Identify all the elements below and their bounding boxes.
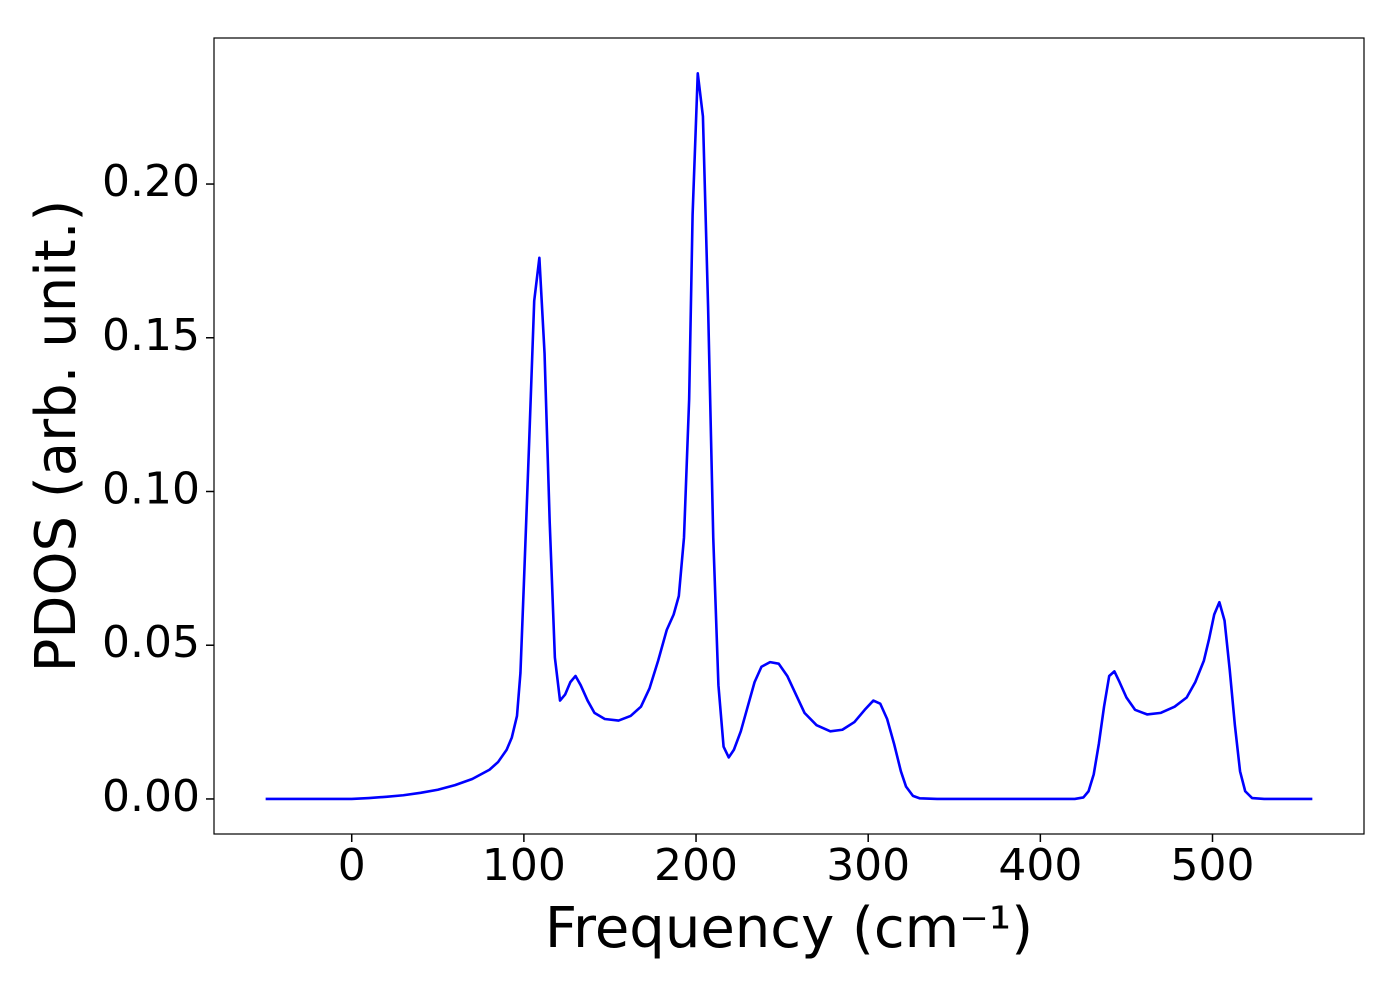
y-tick-label: 0.05 xyxy=(102,617,200,668)
x-tick-label: 300 xyxy=(826,840,910,891)
y-tick-label: 0.20 xyxy=(102,156,200,207)
y-tick-label: 0.10 xyxy=(102,463,200,514)
x-tick-label: 500 xyxy=(1171,840,1255,891)
x-tick-label: 400 xyxy=(998,840,1082,891)
x-tick-label: 0 xyxy=(338,840,366,891)
y-tick-label: 0.00 xyxy=(102,771,200,822)
x-axis-label: Frequency (cm⁻¹) xyxy=(545,896,1033,961)
line-series xyxy=(265,72,1313,801)
y-tick-label: 0.15 xyxy=(102,310,200,361)
plot-frame xyxy=(213,37,1365,835)
x-tick-label: 100 xyxy=(482,840,566,891)
x-tick-label: 200 xyxy=(654,840,738,891)
y-axis-label: PDOS (arb. unit.) xyxy=(24,200,89,673)
